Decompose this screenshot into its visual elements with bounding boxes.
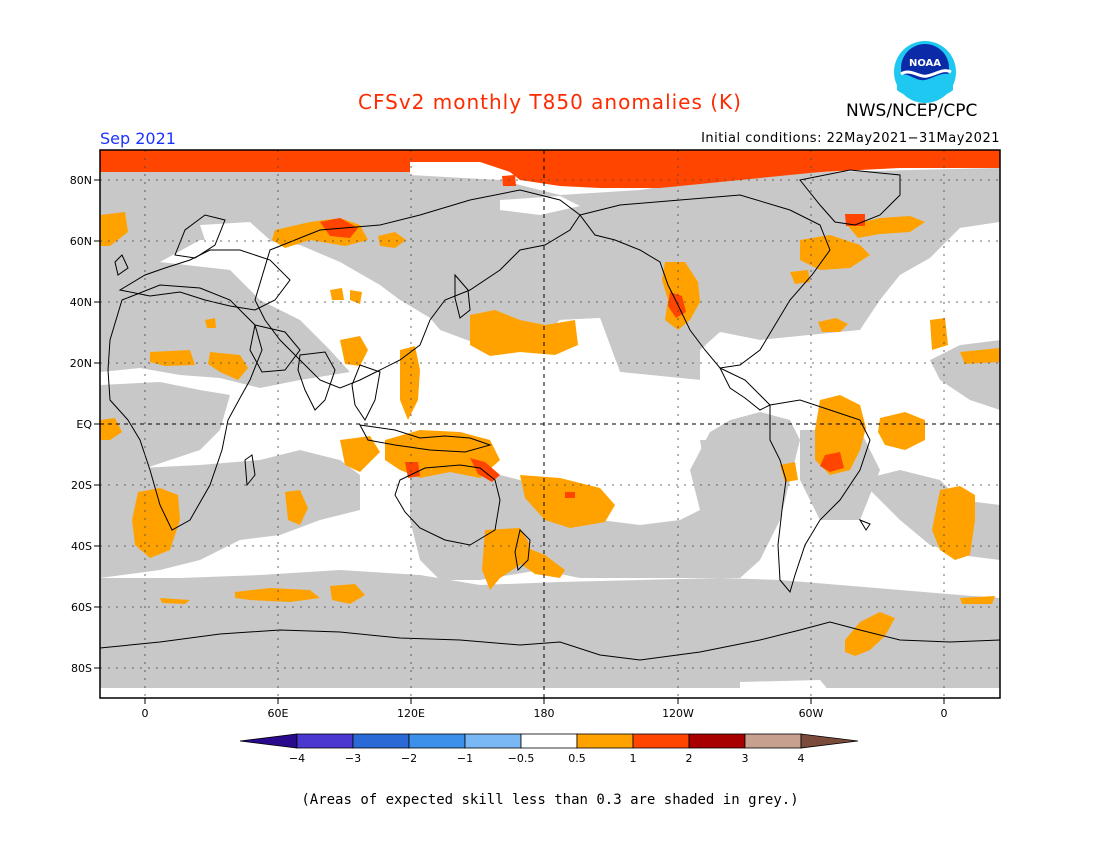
coastlines <box>99 169 1001 661</box>
lon-label: 60W <box>799 707 824 720</box>
lat-label: 80N <box>70 174 92 187</box>
colorbar-label: −2 <box>401 752 417 765</box>
anomaly-1-2 <box>100 150 1000 498</box>
colorbar-swatch <box>632 733 690 749</box>
colorbar-label: −1 <box>457 752 473 765</box>
colorbar-low-arrow <box>239 733 298 749</box>
lat-label: 60S <box>71 601 92 614</box>
logo-text: NOAA <box>909 58 941 69</box>
noaa-logo-icon: NOAA <box>894 41 956 103</box>
lat-label: 80S <box>71 662 92 675</box>
colorbar-label: 3 <box>742 752 749 765</box>
skill-footnote: (Areas of expected skill less than 0.3 a… <box>301 792 799 808</box>
lon-label: 120E <box>397 707 425 720</box>
lat-label: 20N <box>70 357 92 370</box>
initial-conditions: Initial conditions: 22May2021−31May2021 <box>701 131 1000 146</box>
colorbar-swatch <box>520 733 578 749</box>
axis-ticks <box>94 179 945 704</box>
lat-label: 60N <box>70 235 92 248</box>
colorbar-swatch <box>408 733 466 749</box>
colorbar-high-arrow <box>800 733 859 749</box>
colorbar-swatch <box>296 733 354 749</box>
colorbar-label: 1 <box>630 752 637 765</box>
lat-label: 40N <box>70 296 92 309</box>
colorbar-swatch <box>576 733 634 749</box>
lat-label: 20S <box>71 479 92 492</box>
lon-label: 0 <box>142 707 149 720</box>
lon-label: 120W <box>662 707 694 720</box>
colorbar-swatch <box>744 733 802 749</box>
colorbar-swatch <box>464 733 522 749</box>
colorbar-label: −4 <box>289 752 305 765</box>
lon-label: 0 <box>941 707 948 720</box>
colorbar-swatch <box>352 733 410 749</box>
colorbar-label: −3 <box>345 752 361 765</box>
colorbar-label: 2 <box>686 752 693 765</box>
map-title: CFSv2 monthly T850 anomalies (K) <box>358 90 742 114</box>
colorbar-swatch <box>688 733 746 749</box>
lat-label: EQ <box>76 418 92 431</box>
colorbar-label: 0.5 <box>568 752 586 765</box>
lon-label: 60E <box>268 707 289 720</box>
equator-dateline <box>100 150 1000 698</box>
agency-label: NWS/NCEP/CPC <box>846 101 978 121</box>
colorbar-label: 4 <box>798 752 805 765</box>
colorbar-label: −0.5 <box>508 752 535 765</box>
forecast-month: Sep 2021 <box>100 129 176 148</box>
lon-label: 180 <box>534 707 555 720</box>
colorbar <box>239 733 859 749</box>
lat-label: 40S <box>71 540 92 553</box>
